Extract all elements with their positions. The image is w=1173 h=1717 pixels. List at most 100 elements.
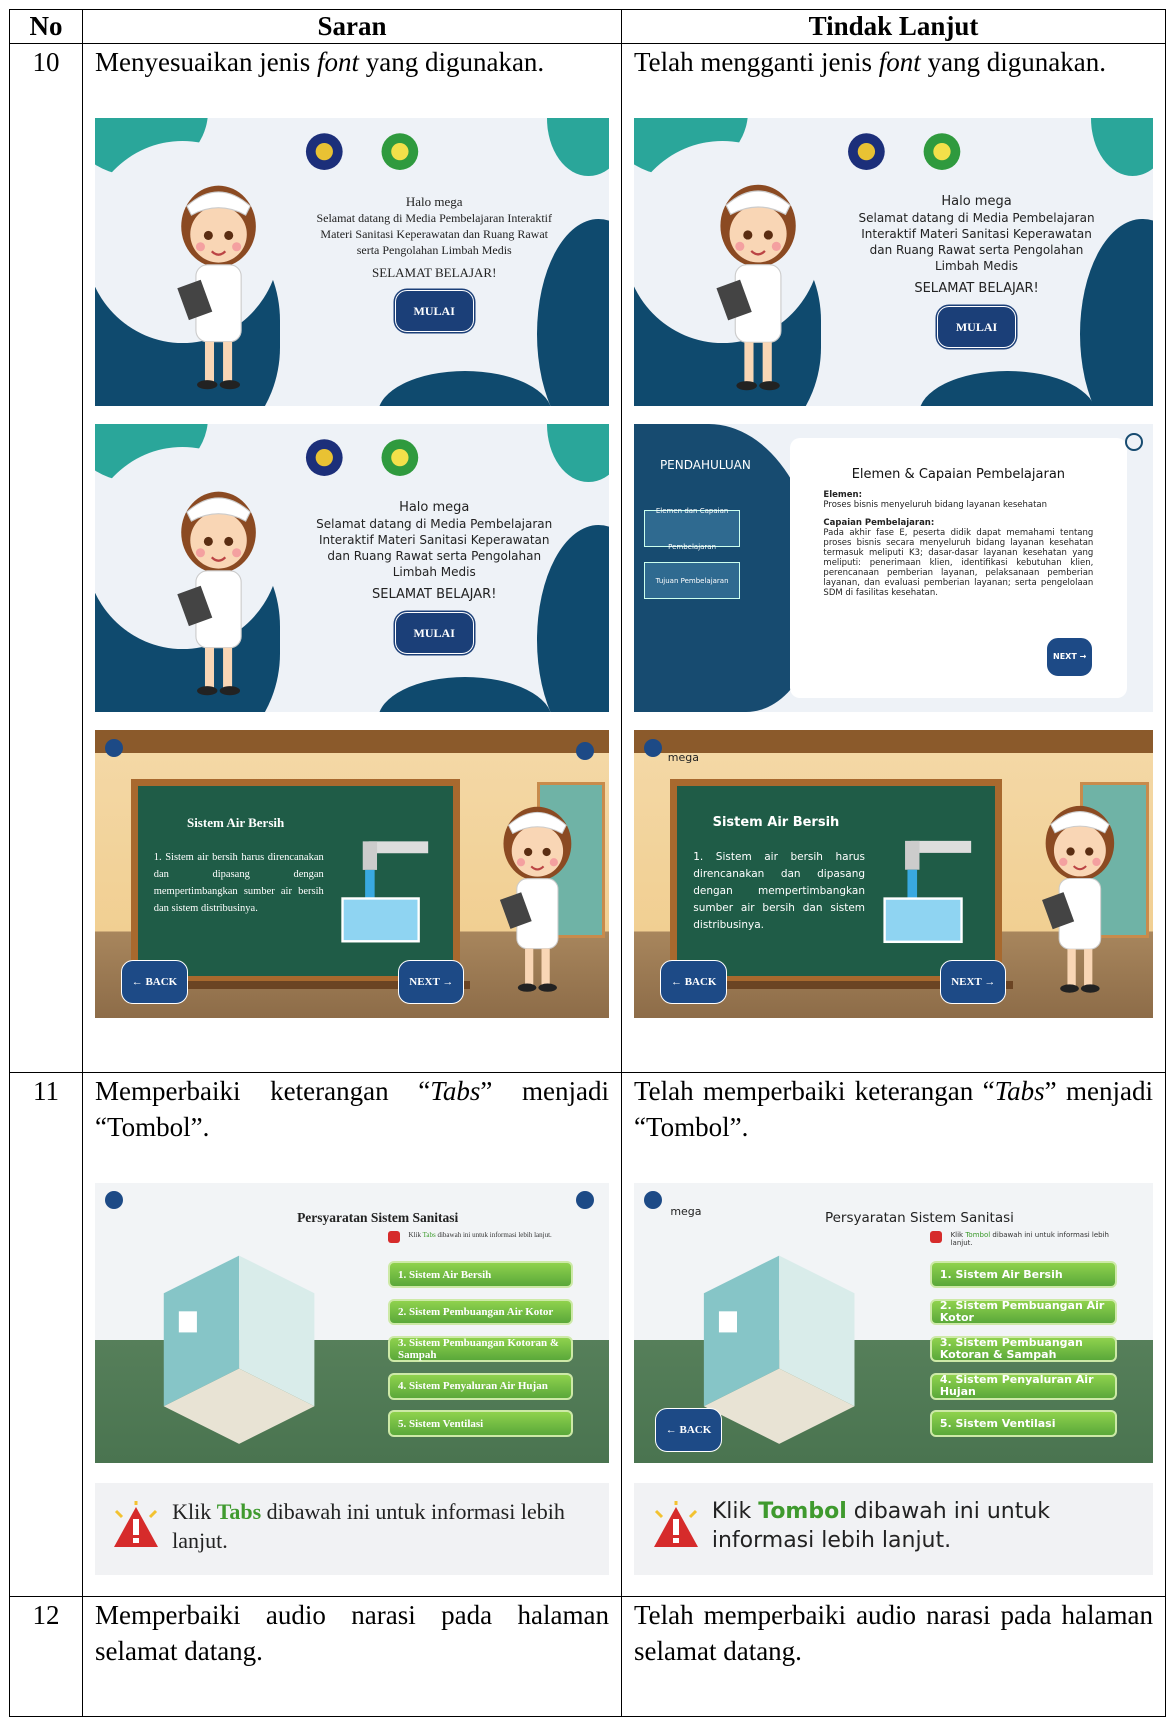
page-body: No Saran Tindak Lanjut 10 Menyesuaikan je… [9, 9, 1166, 1717]
user-icon [105, 738, 124, 757]
hint: Klik Tombol dibawah ini untuk informasi … [951, 1231, 1133, 1247]
menu-button[interactable]: 2. Sistem Pembuangan Air Kotor [929, 1298, 1117, 1326]
label: Capaian Pembelajaran: [823, 518, 935, 529]
content-card: Elemen & Capaian Pembelajaran Elemen: Pros… [789, 438, 1128, 698]
menu-button[interactable]: 5. Sistem Ventilasi [387, 1410, 573, 1437]
user-icon [644, 738, 663, 757]
message: Selamat datang di Media Pembelajaran Int… [316, 516, 553, 579]
menu-button[interactable]: 2. Sistem Pembuangan Air Kotor [387, 1298, 573, 1326]
next-button[interactable]: NEXT → [398, 959, 465, 1004]
screenshot: Persyaratan Sistem Sanitasi Klik Tabs dib… [95, 1183, 609, 1463]
row-number: 10 [9, 43, 83, 1073]
menu-title: Persyaratan Sistem Sanitasi [297, 1209, 459, 1225]
back-button[interactable]: ← BACK [659, 959, 728, 1004]
text-run: Menyesuaikan jenis [95, 47, 317, 77]
ceiling [634, 730, 1153, 754]
text-run: Telah mengganti jenis [634, 47, 879, 77]
next-button[interactable]: NEXT → [940, 959, 1007, 1004]
welcome-text: Halo mega Selamat datang di Media Pembela… [831, 193, 1122, 348]
blob [547, 118, 609, 176]
emphasis: font [878, 47, 921, 77]
start-button[interactable]: MULAI [936, 305, 1017, 348]
menu-button[interactable]: 1. Sistem Air Bersih [387, 1261, 573, 1288]
menu-button[interactable]: 3. Sistem Pembuangan Kotoran & Sampah [929, 1335, 1117, 1363]
text-run: Memperbaiki keterangan “ [95, 1076, 431, 1106]
user-icon [644, 1191, 663, 1210]
header-cell: Tindak Lanjut [621, 9, 1166, 44]
cheer: SELAMAT BELAJAR! [372, 264, 497, 280]
heading: Elemen & Capaian Pembelajaran [851, 466, 1066, 482]
ceiling [95, 730, 609, 754]
faucet-art [882, 840, 971, 943]
blob [377, 677, 553, 712]
logos-art [306, 132, 419, 170]
screenshot: PENDAHULUAN Elemen dan Capaian Pembelajar… [634, 424, 1153, 712]
menu-button[interactable]: 4. Sistem Penyaluran Air Hujan [387, 1373, 573, 1400]
emphasis: Tombol [758, 1499, 847, 1524]
greeting: Halo mega [399, 499, 470, 515]
logos [790, 130, 1018, 173]
board: Sistem Air Bersih 1. Sistem air bersih ha… [130, 778, 460, 984]
header-cell: No [9, 9, 83, 44]
emphasis: Tombol [965, 1230, 991, 1239]
text-run: Telah memperbaiki keterangan “ [634, 1076, 995, 1106]
cell-text: Telah memperbaiki audio narasi pada hala… [634, 1597, 1153, 1669]
emphasis: Tabs [216, 1499, 262, 1524]
faucet [875, 828, 983, 950]
outcome-text: Pada akhir fase E, peserta didik dapat m… [823, 528, 1094, 599]
user-name: mega [670, 1205, 702, 1219]
text-run: Memperbaiki audio narasi pada halaman se… [95, 1600, 609, 1666]
hint: Klik Tabs dibawah ini untuk informasi le… [409, 1231, 589, 1239]
nurse [486, 782, 589, 1012]
menu-button[interactable]: 5. Sistem Ventilasi [929, 1410, 1117, 1437]
nurse [162, 170, 275, 400]
welcome-text: Halo mega Selamat datang di Media Pembela… [290, 499, 578, 654]
saran-cell: Menyesuaikan jenis font yang digunakan. H… [82, 43, 622, 1073]
cheer: SELAMAT BELAJAR! [372, 586, 497, 602]
header-row: No Saran Tindak Lanjut [9, 9, 1166, 44]
back-button[interactable]: ← BACK [120, 959, 189, 1004]
screenshot: mega Persyaratan Sistem Sanitasi Klik Tomb… [634, 1183, 1153, 1463]
floor-strip [659, 980, 1013, 990]
label: Elemen: [823, 490, 862, 501]
faucet-art [341, 841, 429, 943]
warning-icon [110, 1501, 162, 1553]
emphasis: font [316, 47, 359, 77]
faucet [333, 828, 440, 950]
back-icon [575, 741, 594, 760]
text-run: dibawah ini untuk informasi lebih lanjut… [435, 1230, 552, 1239]
callout: Klik Tabs dibawah ini untuk informasi le… [95, 1483, 609, 1575]
text-run: yang digunakan. [920, 47, 1107, 77]
next-button[interactable]: NEXT → [1046, 636, 1094, 677]
greeting: Halo mega [941, 193, 1012, 209]
emphasis: Tabs [430, 1076, 481, 1106]
start-button[interactable]: MULAI [394, 611, 474, 654]
blob [377, 371, 553, 406]
start-button[interactable]: MULAI [394, 289, 474, 332]
callout-text: Klik Tombol dibawah ini untuk informasi … [712, 1497, 1143, 1555]
menu-button[interactable]: 3. Sistem Pembuangan Kotoran & Sampah [387, 1335, 573, 1363]
section-title: PENDAHULUAN [659, 458, 751, 473]
warning-icon [650, 1501, 702, 1553]
user-name: mega [667, 751, 699, 765]
text-run: dibawah ini untuk informasi lebih lanjut… [950, 1230, 1109, 1247]
board-text: 1. Sistem air bersih harus direncanakan … [693, 850, 866, 931]
text-run: ” menjadi “Tombol”. [95, 1076, 609, 1142]
menu-title: Persyaratan Sistem Sanitasi [824, 1209, 1014, 1226]
screenshot: Halo mega Selamat datang di Media Pembela… [95, 424, 609, 712]
tab[interactable]: Tujuan Pembelajaran [644, 562, 740, 599]
tindak-cell: Telah memperbaiki keterangan “Tabs” menj… [621, 1072, 1166, 1597]
menu-button[interactable]: 1. Sistem Air Bersih [929, 1261, 1117, 1288]
board-title: Sistem Air Bersih [712, 815, 840, 830]
room-art [163, 1255, 315, 1445]
emphasis: Tabs [994, 1076, 1045, 1106]
text-run: dibawah ini untuk informasi lebih lanjut… [711, 1499, 1051, 1553]
header-cell: Saran [82, 9, 622, 44]
text-run: dibawah ini untuk informasi lebih lanjut… [172, 1499, 565, 1553]
menu-button[interactable]: 4. Sistem Penyaluran Air Hujan [929, 1373, 1117, 1400]
back-button[interactable]: ← BACK [654, 1407, 723, 1452]
board: Sistem Air Bersih 1. Sistem air bersih ha… [670, 778, 1003, 984]
tab[interactable]: Elemen dan Capaian Pembelajaran [644, 507, 740, 551]
blob [547, 424, 609, 482]
blob [1090, 118, 1153, 176]
